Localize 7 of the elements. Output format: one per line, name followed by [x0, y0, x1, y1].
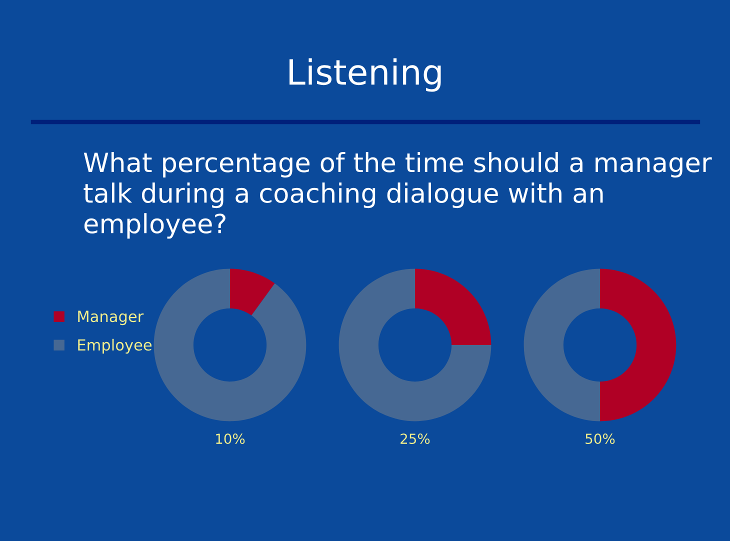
- legend-label: Employee: [78, 338, 152, 354]
- text: 50%: [586, 434, 615, 444]
- chart-title: Listening: [290, 58, 441, 92]
- text: 25%: [400, 434, 430, 444]
- chart-subtitle: What percentage of the time should a manager talk during a coaching dialogue with an employee?: [84, 152, 712, 239]
- legend-label: Manager: [78, 310, 144, 326]
- text: 10%: [216, 434, 245, 444]
